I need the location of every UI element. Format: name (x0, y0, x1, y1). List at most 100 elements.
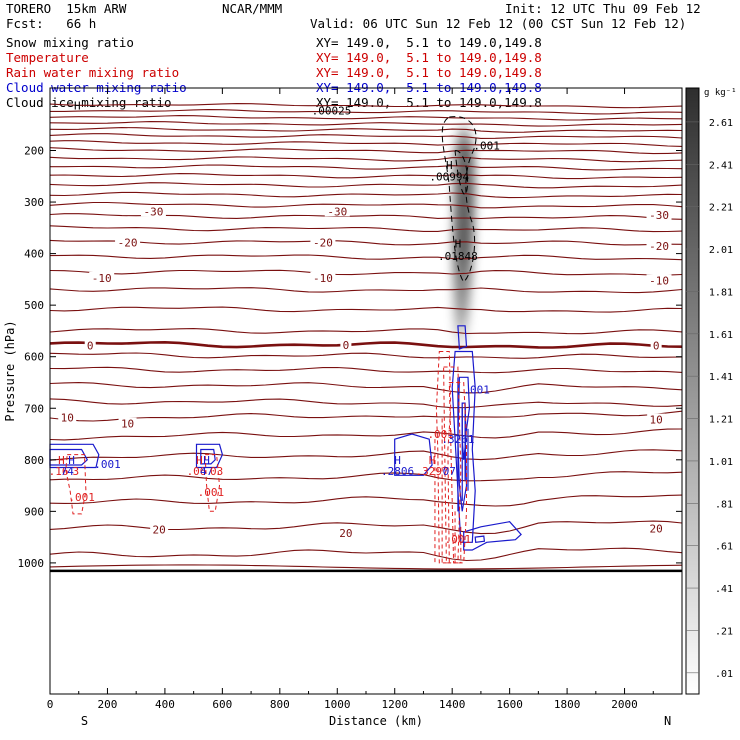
temperature-contour (49, 201, 683, 209)
temperature-label-bg (340, 338, 352, 350)
temperature-contour (49, 147, 683, 155)
header-valid: Valid: 06 UTC Sun 12 Feb 12 (00 CST Sun … (310, 16, 687, 31)
colorbar-tick-label: .41 (715, 584, 733, 595)
snow-shading (453, 122, 475, 349)
cloud-water-contour (200, 448, 216, 465)
field-label: H (68, 454, 75, 467)
cloud-water-contour (457, 325, 468, 350)
temperature-label-bg (150, 523, 169, 535)
field-label-cloud-ice: Cloud ice mixing ratio (6, 95, 172, 110)
cloud-water-contour (195, 443, 224, 469)
temperature-label: 0 (653, 339, 660, 352)
rain-water-contours (65, 351, 467, 564)
colorbar-tick-label: 1.41 (709, 372, 733, 383)
temperature-contour (49, 115, 683, 121)
field-xy-snow: XY= 149.0, 5.1 to 149.0,149.8 (316, 35, 542, 50)
field-label: .001 (427, 428, 454, 441)
y-tick-label: 400 (24, 248, 44, 261)
temperature-label-bg (140, 205, 166, 217)
temperature-label: -20 (118, 236, 138, 249)
field-label: .3297 (416, 465, 449, 478)
temperature-label: -30 (327, 205, 347, 218)
cloud-water-contour (474, 535, 486, 543)
temperature-contour (49, 564, 683, 570)
x-tick-label: 600 (212, 698, 232, 711)
x-tick-label: 1400 (439, 698, 466, 711)
temperature-label-bg (310, 271, 336, 283)
temperature-contour (49, 520, 683, 535)
temperature-contour (49, 352, 683, 359)
colorbar-tick-label: .81 (715, 499, 733, 510)
y-tick-label: 300 (24, 196, 44, 209)
field-label: .01848 (438, 250, 478, 263)
temperature-contour (49, 328, 683, 335)
x-tick-label: 1000 (324, 698, 351, 711)
snow-plume (453, 122, 475, 349)
field-label: 03 (210, 465, 223, 478)
field-label: .3261 (441, 433, 474, 446)
colorbar-tick-label: .01 (715, 669, 733, 680)
temperature-contour (49, 449, 683, 461)
temperature-label-bg (324, 205, 350, 217)
x-tick-label: 400 (155, 698, 175, 711)
temperature-contour (49, 471, 683, 482)
field-label: H (429, 454, 436, 467)
x-tick-label: 800 (270, 698, 290, 711)
field-label: H (196, 454, 203, 467)
field-label: 74 (61, 465, 75, 478)
temperature-contour (49, 127, 683, 133)
contour-labels: -30 -30 -30 -20 -20 -20 -10 -10 -10 0 0 0 10 10 10 20 20… (49, 100, 672, 546)
field-label: H (446, 159, 453, 172)
cloud-water-contour (394, 433, 433, 476)
colorbar-tick-label: 2.21 (709, 203, 733, 214)
colorbar-tick-label: 1.81 (709, 287, 733, 298)
temperature-label-bg (646, 274, 672, 286)
colorbar: .01 .21 .41 .61 .81 1.01 1.21 1.41 1.61 1.81 2.01 2… (685, 87, 737, 695)
x-tick-label: 200 (98, 698, 118, 711)
temperature-label-bg (89, 271, 115, 283)
temperature-label: 0 (343, 339, 350, 352)
field-xy-rain: XY= 149.0, 5.1 to 149.0,149.8 (316, 65, 542, 80)
cloud-water-contour (463, 521, 522, 551)
x-tick-label: 1200 (381, 698, 408, 711)
field-label: .16 (49, 465, 69, 478)
rain-water-contour (448, 382, 467, 564)
colorbar-tick-label: .21 (715, 626, 733, 637)
temperature-contour (49, 140, 683, 147)
north-label: N (664, 714, 671, 728)
field-label: .001 (198, 486, 225, 499)
freezing-level-contour (49, 340, 683, 349)
temperature-contour (49, 225, 683, 233)
cloud-ice-contours (441, 116, 477, 283)
x-axis-label: Distance (km) (329, 714, 423, 728)
field-label-rain: Rain water mixing ratio (6, 65, 180, 80)
field-label: H (74, 100, 81, 113)
temperature-label-bg (118, 417, 137, 429)
temperature-label-bg (647, 413, 666, 425)
field-label: H (58, 454, 65, 467)
temperature-label-bg (646, 239, 672, 251)
field-label: .001 (68, 491, 95, 504)
temperature-label-bg (336, 527, 355, 539)
header-fcst: Fcst: 66 h (6, 16, 97, 31)
cloud-water-contour (451, 350, 476, 543)
colorbar-tick-label: 2.41 (709, 160, 733, 171)
temperature-label-bg (647, 522, 666, 534)
temperature-label: -20 (649, 240, 669, 253)
colorbar-bar (685, 87, 700, 695)
temperature-contour (49, 366, 683, 374)
temperature-contour (50, 164, 683, 171)
field-xy-temperature: XY= 149.0, 5.1 to 149.0,149.8 (316, 50, 542, 65)
temperature-contour (49, 121, 683, 127)
temperature-contour (49, 494, 683, 507)
temperature-contour (49, 173, 683, 180)
temperature-label: 10 (121, 418, 134, 431)
south-label: S (81, 714, 88, 728)
field-label: 07 (443, 465, 456, 478)
x-tick-label: 0 (47, 698, 54, 711)
field-label: H (394, 454, 401, 467)
temperature-label: -10 (649, 274, 669, 287)
temperature-label: -30 (649, 209, 669, 222)
colorbar-tick-label: 1.21 (709, 415, 733, 426)
field-label: .00994 (429, 170, 469, 183)
